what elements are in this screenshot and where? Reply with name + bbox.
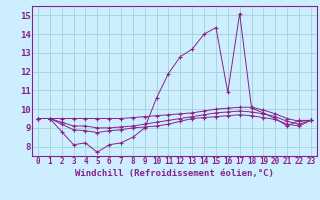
- X-axis label: Windchill (Refroidissement éolien,°C): Windchill (Refroidissement éolien,°C): [75, 169, 274, 178]
